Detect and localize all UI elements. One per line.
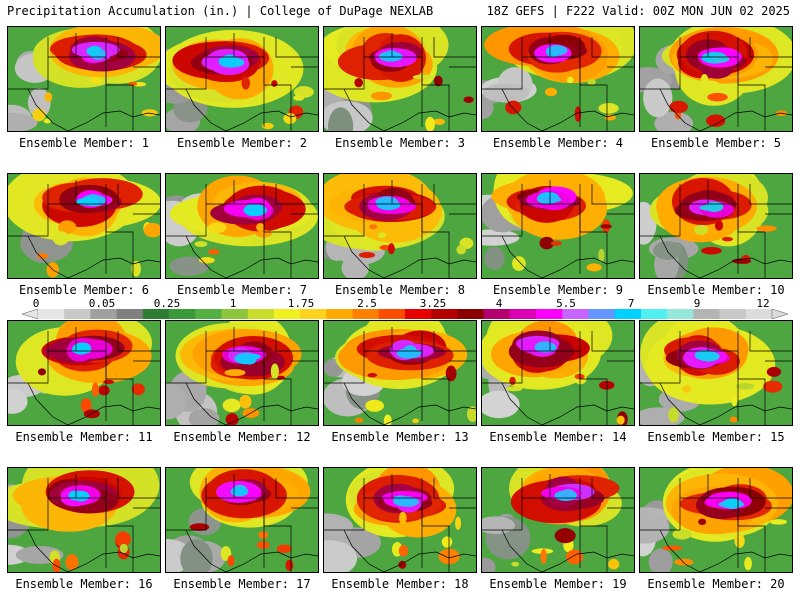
ensemble-member-map [639, 467, 793, 573]
ensemble-member-label: Ensemble Member: 16 [15, 577, 153, 591]
colorbar-tick-label: 5.5 [556, 297, 576, 310]
colorbar-max-arrow [771, 309, 788, 319]
colorbar-tick-label: 9 [693, 297, 701, 310]
colorbar-tick-label: 0.25 [153, 297, 181, 310]
ensemble-member-map [7, 320, 161, 426]
colorbar-swatch [142, 309, 170, 319]
colorbar-swatch [667, 309, 694, 319]
ensemble-member-map [165, 26, 319, 132]
ensemble-member-map [7, 467, 161, 573]
colorbar-swatch [90, 309, 117, 319]
colorbar-swatch [719, 309, 747, 319]
ensemble-member-map [323, 467, 477, 573]
colorbar-tick-label: 1 [229, 297, 237, 310]
ensemble-member-label: Ensemble Member: 3 [334, 136, 466, 150]
ensemble-member-label: Ensemble Member: 1 [18, 136, 150, 150]
ensemble-member-label: Ensemble Member: 14 [489, 430, 627, 444]
ensemble-member-label: Ensemble Member: 6 [18, 283, 150, 297]
colorbar-tick-label: 12 [756, 297, 770, 310]
colorbar-tick-label: 0 [32, 297, 40, 310]
ensemble-member-label: Ensemble Member: 9 [492, 283, 624, 297]
ensemble-member-map [165, 320, 319, 426]
colorbar-swatch [405, 309, 432, 319]
colorbar-swatch [116, 309, 144, 319]
ensemble-member-map [165, 467, 319, 573]
ensemble-member-map [7, 26, 161, 132]
colorbar-labels: 0 0.05 0.25 1 1.75 2.5 3.25 4 5.5 7 9 12 [0, 297, 800, 310]
ensemble-member-label: Ensemble Member: 19 [489, 577, 627, 591]
colorbar-swatch [562, 309, 589, 319]
colorbar-swatch [352, 309, 380, 319]
ensemble-member-label: Ensemble Member: 8 [334, 283, 466, 297]
ensemble-member-map [639, 26, 793, 132]
colorbar-swatch [745, 309, 773, 319]
ensemble-member-label: Ensemble Member: 11 [15, 430, 153, 444]
colorbar-swatch [693, 309, 720, 319]
colorbar-swatch [640, 309, 668, 319]
colorbar-swatch [326, 309, 353, 319]
ensemble-member-map [165, 173, 319, 279]
ensemble-member-label: Ensemble Member: 2 [176, 136, 308, 150]
colorbar-tick-label: 3.25 [419, 297, 447, 310]
colorbar-min-arrow [22, 309, 39, 319]
ensemble-member-label: Ensemble Member: 12 [173, 430, 311, 444]
colorbar-tick-label: 1.75 [287, 297, 315, 310]
ensemble-member-label: Ensemble Member: 17 [173, 577, 311, 591]
ensemble-member-map [323, 173, 477, 279]
colorbar-swatch [169, 309, 196, 319]
colorbar-swatch [221, 309, 249, 319]
map-title: Precipitation Accumulation (in.) | Colle… [7, 4, 434, 18]
colorbar-swatch [38, 309, 65, 319]
colorbar-swatch [536, 309, 563, 319]
ensemble-member-label: Ensemble Member: 7 [176, 283, 308, 297]
colorbar-swatch [509, 309, 537, 319]
colorbar-swatch [64, 309, 91, 319]
colorbar-tick-label: 7 [627, 297, 635, 310]
ensemble-member-map [481, 173, 635, 279]
ensemble-member-label: Ensemble Member: 20 [647, 577, 785, 591]
colorbar-swatch [300, 309, 327, 319]
colorbar-swatch [195, 309, 222, 319]
colorbar-tick-label: 2.5 [357, 297, 377, 310]
colorbar-swatch [273, 309, 301, 319]
colorbar-swatch [588, 309, 616, 319]
ensemble-member-map [481, 26, 635, 132]
model-valid-time: 18Z GEFS | F222 Valid: 00Z MON JUN 02 20… [486, 4, 790, 18]
ensemble-member-label: Ensemble Member: 15 [647, 430, 785, 444]
ensemble-member-label: Ensemble Member: 18 [331, 577, 469, 591]
ensemble-member-map [323, 320, 477, 426]
ensemble-member-label: Ensemble Member: 5 [650, 136, 782, 150]
precip-colorbar [22, 309, 788, 319]
colorbar-swatch [247, 309, 275, 319]
ensemble-member-map [7, 173, 161, 279]
ensemble-member-map [323, 26, 477, 132]
colorbar-swatch [431, 309, 458, 319]
colorbar-swatch [457, 309, 484, 319]
colorbar-swatch [614, 309, 642, 319]
colorbar-tick-label: 4 [495, 297, 503, 310]
ensemble-member-map [639, 173, 793, 279]
ensemble-member-label: Ensemble Member: 4 [492, 136, 624, 150]
ensemble-member-label: Ensemble Member: 13 [331, 430, 469, 444]
colorbar-swatch [378, 309, 406, 319]
ensemble-member-map [481, 467, 635, 573]
ensemble-member-map [639, 320, 793, 426]
ensemble-member-map [481, 320, 635, 426]
ensemble-member-label: Ensemble Member: 10 [647, 283, 785, 297]
colorbar-swatch [483, 309, 511, 319]
colorbar-tick-label: 0.05 [88, 297, 116, 310]
